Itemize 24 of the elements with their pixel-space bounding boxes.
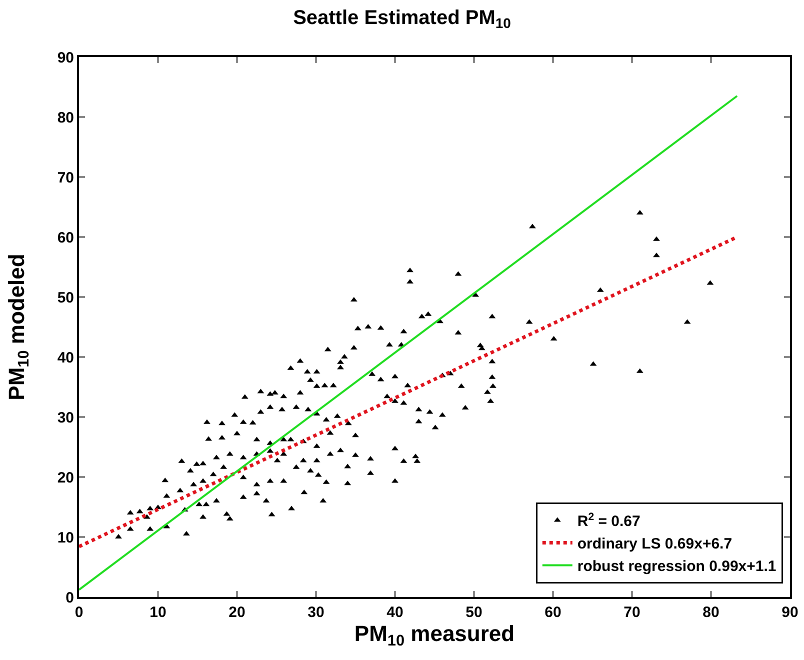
- x-tick-label: 60: [544, 604, 562, 621]
- y-tick-label: 50: [57, 289, 74, 306]
- y-tick-label: 70: [57, 169, 74, 186]
- x-tick-label: 70: [624, 604, 640, 621]
- y-tick-label: 20: [57, 469, 74, 486]
- legend-label: robust regression 0.99x+1.1: [577, 558, 776, 576]
- y-tick-label: 10: [57, 529, 74, 546]
- x-tick-label: 90: [782, 604, 798, 621]
- y-tick-label: 0: [66, 589, 74, 606]
- y-tick-label: 60: [57, 229, 74, 246]
- x-axis-title: PM$_{10}$ measured: [354, 621, 515, 650]
- y-tick-label: 30: [57, 409, 74, 426]
- y-tick-label: 80: [57, 109, 74, 126]
- x-tick-label: 80: [702, 604, 720, 621]
- legend-label: R$^{2}$ = 0.67: [577, 510, 640, 530]
- legend-label: ordinary LS 0.69x+6.7: [577, 536, 732, 553]
- x-tick-label: 30: [308, 604, 324, 621]
- y-tick-label: 90: [57, 49, 74, 66]
- x-tick-label: 50: [466, 604, 482, 621]
- y-tick-label: 40: [57, 349, 74, 366]
- chart-title: Seattle Estimated PM$_{10}$: [293, 6, 512, 32]
- x-tick-label: 20: [228, 604, 246, 621]
- x-tick-label: 40: [386, 604, 404, 621]
- x-tick-label: 10: [150, 604, 166, 621]
